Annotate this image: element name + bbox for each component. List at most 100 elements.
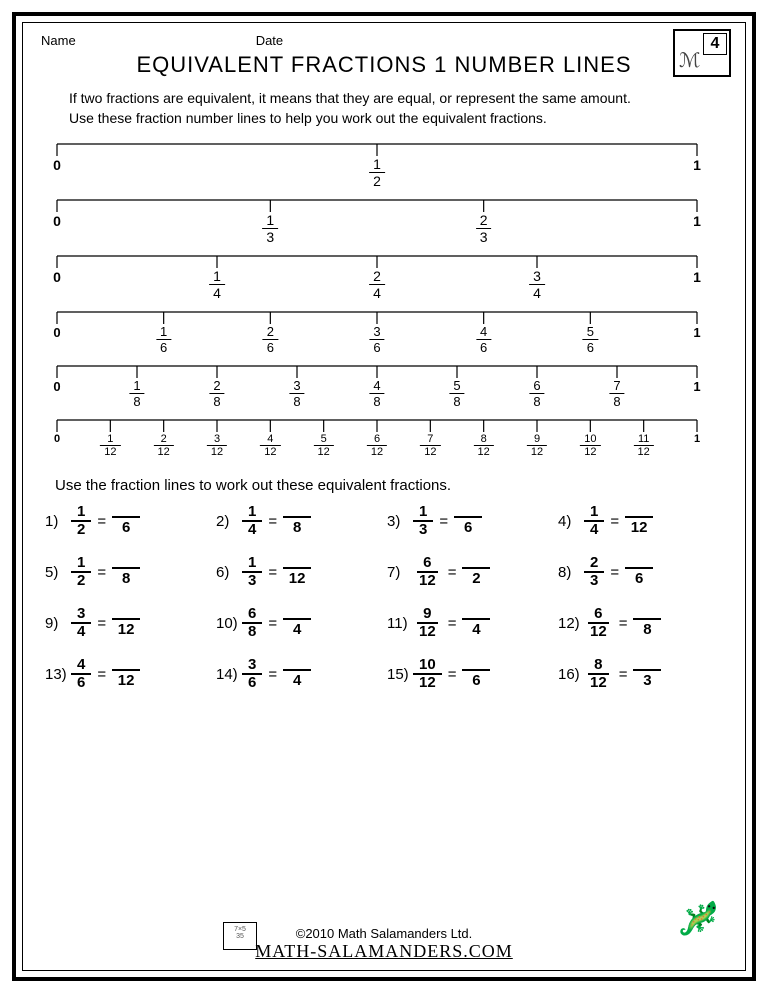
intro-line-1: If two fractions are equivalent, it mean… — [69, 90, 631, 106]
given-fraction: 36 — [242, 657, 262, 692]
tick-label: 56 — [583, 325, 598, 356]
tick-label: 36 — [369, 325, 384, 356]
tick-label: 1012 — [580, 433, 600, 459]
problem-number: 9) — [45, 615, 71, 632]
number-line-den-3: 013231 — [47, 199, 721, 243]
tick-label: 0 — [54, 433, 60, 445]
given-fraction: 1012 — [413, 657, 442, 692]
tick-label: 1 — [693, 213, 701, 229]
tick-label: 612 — [367, 433, 387, 459]
answer-blank[interactable]: 4 — [462, 608, 490, 638]
tick-label: 1 — [693, 269, 701, 285]
given-fraction: 13 — [413, 504, 433, 539]
tick-label: 1 — [693, 157, 701, 173]
equals-sign: = — [97, 564, 106, 581]
problem: 16)812=3 — [558, 657, 723, 692]
equals-sign: = — [97, 615, 106, 632]
date-label: Date — [256, 33, 283, 48]
equals-sign: = — [448, 615, 457, 632]
tick-label: 38 — [289, 379, 304, 410]
tick-label: 812 — [474, 433, 494, 459]
problems-instruction: Use the fraction lines to work out these… — [55, 477, 713, 494]
answer-blank[interactable]: 12 — [112, 608, 140, 638]
problem: 9)34=12 — [45, 606, 210, 641]
tick-label: 18 — [129, 379, 144, 410]
answer-blank[interactable]: 8 — [112, 557, 140, 587]
number-line-stack: 0121013231014243410162636465610182838485… — [47, 143, 721, 459]
number-line-den-12: 0112212312412512612712812912101211121 — [47, 419, 721, 459]
tick-label: 212 — [154, 433, 174, 459]
tick-label: 0 — [53, 213, 61, 229]
outer-border: Name Date ℳ 4 EQUIVALENT FRACTIONS 1 NUM… — [12, 12, 756, 981]
problem: 14)36=4 — [216, 657, 381, 692]
tick-label: 0 — [53, 379, 60, 394]
problem: 6)13=12 — [216, 555, 381, 590]
name-label: Name — [41, 33, 76, 48]
problem-number: 8) — [558, 564, 584, 581]
tick-label: 1 — [693, 379, 700, 394]
tick-label: 46 — [476, 325, 491, 356]
problem: 15)1012=6 — [387, 657, 552, 692]
answer-blank[interactable]: 4 — [283, 608, 311, 638]
tick-label: 112 — [100, 433, 120, 459]
problem: 8)23 = 6 — [558, 555, 723, 590]
given-fraction: 912 — [413, 606, 442, 641]
tick-label: 512 — [314, 433, 334, 459]
tick-label: 312 — [207, 433, 227, 459]
tick-label: 1112 — [634, 433, 654, 459]
problem-number: 6) — [216, 564, 242, 581]
answer-blank[interactable]: 2 — [462, 557, 490, 587]
problem-number: 4) — [558, 513, 584, 530]
equals-sign: = — [97, 513, 106, 530]
tick-label: 0 — [53, 325, 60, 340]
number-line-den-2: 0121 — [47, 143, 721, 187]
given-fraction: 23 — [584, 555, 604, 590]
tick-label: 26 — [263, 325, 278, 356]
answer-blank[interactable]: 12 — [625, 506, 653, 536]
tick-label: 0 — [53, 157, 61, 173]
number-line-den-8: 0182838485868781 — [47, 365, 721, 407]
given-fraction: 68 — [242, 606, 262, 641]
given-fraction: 14 — [584, 504, 604, 539]
answer-blank[interactable]: 4 — [283, 659, 311, 689]
given-fraction: 612 — [413, 555, 442, 590]
equals-sign: = — [619, 666, 628, 683]
problem: 5)12=8 — [45, 555, 210, 590]
answer-blank[interactable]: 8 — [633, 608, 661, 638]
tick-label: 712 — [420, 433, 440, 459]
equals-sign: = — [268, 564, 277, 581]
problem-number: 14) — [216, 666, 242, 683]
given-fraction: 812 — [584, 657, 613, 692]
tick-label: 16 — [156, 325, 171, 356]
answer-blank[interactable]: 6 — [462, 659, 490, 689]
answer-blank[interactable]: 8 — [283, 506, 311, 536]
problem: 12)612=8 — [558, 606, 723, 641]
tick-label: 58 — [449, 379, 464, 410]
problem-number: 7) — [387, 564, 413, 581]
given-fraction: 12 — [71, 504, 91, 539]
problem: 11)912 = 4 — [387, 606, 552, 641]
problem: 3)13=6 — [387, 504, 552, 539]
problem: 7)612=2 — [387, 555, 552, 590]
worksheet: Name Date ℳ 4 EQUIVALENT FRACTIONS 1 NUM… — [22, 22, 746, 971]
answer-blank[interactable]: 6 — [625, 557, 653, 587]
answer-blank[interactable]: 6 — [454, 506, 482, 536]
problem: 1)12=6 — [45, 504, 210, 539]
equals-sign: = — [610, 564, 619, 581]
problem-number: 11) — [387, 615, 413, 632]
problem-number: 12) — [558, 615, 584, 632]
tick-label: 34 — [529, 269, 545, 302]
tick-label: 68 — [529, 379, 544, 410]
answer-blank[interactable]: 3 — [633, 659, 661, 689]
equals-sign: = — [439, 513, 448, 530]
tick-label: 28 — [209, 379, 224, 410]
problem-number: 15) — [387, 666, 413, 683]
number-line-den-4: 01424341 — [47, 255, 721, 299]
tick-label: 24 — [369, 269, 385, 302]
problems-grid: 1)12=62)14=83)13=64)14=125)12=86)13=127)… — [45, 504, 723, 692]
equals-sign: = — [268, 615, 277, 632]
answer-blank[interactable]: 6 — [112, 506, 140, 536]
intro-text: If two fractions are equivalent, it mean… — [69, 88, 699, 129]
answer-blank[interactable]: 12 — [283, 557, 311, 587]
answer-blank[interactable]: 12 — [112, 659, 140, 689]
